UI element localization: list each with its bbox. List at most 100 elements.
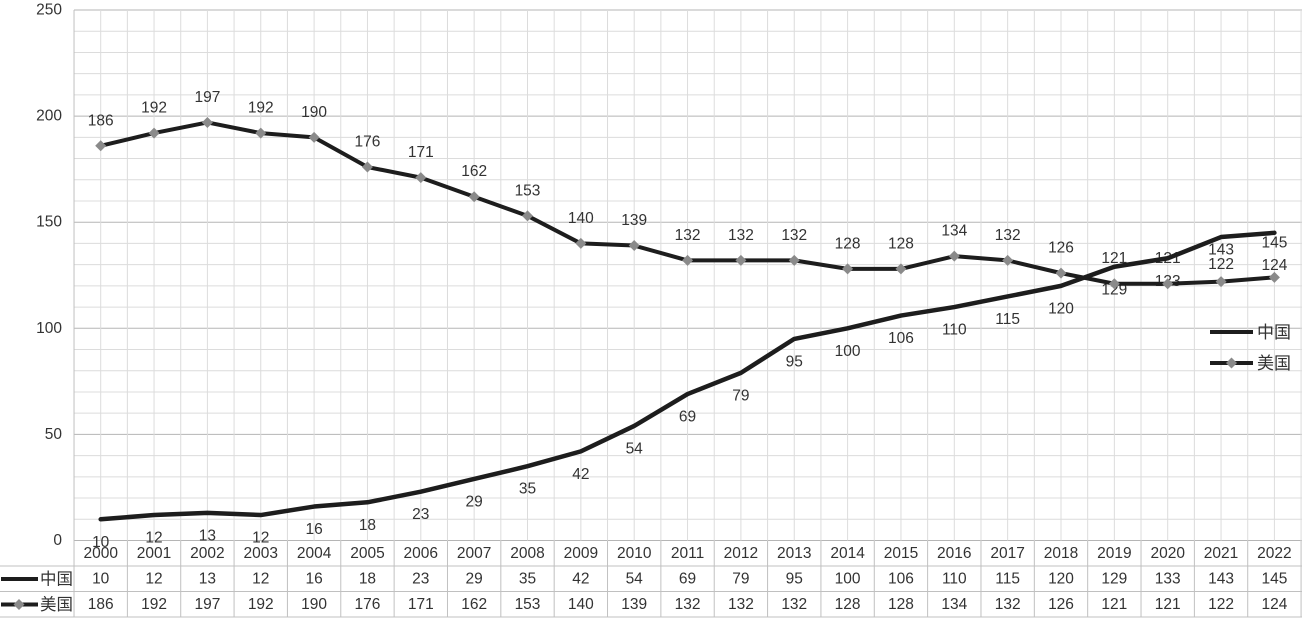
- x-axis-year-label: 2013: [777, 545, 811, 562]
- china-data-label: 23: [412, 506, 429, 523]
- china-data-label: 120: [1048, 300, 1074, 317]
- usa-series-marker: [201, 116, 213, 128]
- x-axis-year-label: 2004: [297, 545, 332, 562]
- table-cell-china: 143: [1208, 571, 1234, 588]
- table-cell-usa: 192: [248, 596, 274, 613]
- usa-series-marker: [255, 127, 267, 139]
- table-cell-usa: 132: [675, 596, 701, 613]
- table-cell-usa: 197: [194, 596, 220, 613]
- usa-series-marker: [522, 210, 533, 222]
- usa-series-marker: [948, 250, 960, 262]
- china-data-label: 115: [995, 311, 1020, 328]
- table-cell-usa: 121: [1155, 596, 1181, 613]
- table-cell-china: 79: [732, 571, 749, 588]
- china-data-label: 16: [305, 521, 322, 538]
- usa-data-label: 153: [515, 182, 541, 199]
- table-cell-usa: 186: [88, 596, 114, 613]
- gridlines: [73, 9, 1302, 541]
- usa-data-label: 139: [621, 212, 647, 229]
- table-cell-usa: 132: [728, 596, 754, 613]
- usa-series-marker: [1002, 254, 1014, 266]
- table-cell-usa: 126: [1048, 596, 1074, 613]
- legend-item-usa: 美国: [1210, 354, 1291, 373]
- table-cell-china: 13: [199, 571, 216, 588]
- y-axis-tick-label: 250: [36, 2, 62, 19]
- china-data-label: 79: [732, 387, 749, 404]
- china-data-label: 106: [888, 330, 914, 347]
- table-cell-usa: 128: [835, 596, 861, 613]
- table-cell-usa: 139: [621, 596, 647, 613]
- table-cell-china: 120: [1048, 571, 1074, 588]
- y-axis: 0 50 100 150 200 250: [36, 2, 62, 550]
- table-cell-china: 69: [679, 571, 696, 588]
- x-axis-year-label: 2019: [1097, 545, 1131, 562]
- x-axis-year-label: 2000: [83, 545, 118, 562]
- usa-data-label: 134: [941, 223, 967, 240]
- usa-data-label: 132: [995, 227, 1021, 244]
- x-axis-year-label: 2021: [1204, 545, 1238, 562]
- table-cell-china: 110: [942, 571, 967, 588]
- usa-data-label: 140: [568, 210, 594, 227]
- x-axis-year-label: 2008: [510, 545, 544, 562]
- china-series: [98, 230, 1277, 522]
- usa-series-marker: [1162, 278, 1174, 290]
- y-axis-tick-label: 50: [45, 426, 63, 443]
- table-cell-china: 115: [995, 571, 1020, 588]
- usa-series-marker: [1055, 267, 1067, 279]
- table-cell-usa: 121: [1101, 596, 1127, 613]
- table-cell-china: 106: [888, 571, 914, 588]
- usa-row-label: 美国: [40, 595, 73, 614]
- table-cell-china: 42: [572, 571, 589, 588]
- x-axis-year-label: 2003: [244, 545, 278, 562]
- x-axis-year-label: 2014: [830, 545, 865, 562]
- y-axis-tick-label: 100: [36, 320, 62, 337]
- table-cell-china: 29: [466, 571, 483, 588]
- china-series-line: [98, 230, 1277, 522]
- usa-data-label: 186: [88, 112, 114, 129]
- table-cell-china: 35: [519, 571, 536, 588]
- table-cell-china: 16: [305, 571, 322, 588]
- table-cell-china: 95: [786, 571, 803, 588]
- x-axis-year-label: 2016: [937, 545, 971, 562]
- table-cell-china: 54: [626, 571, 644, 588]
- y-axis-tick-label: 200: [36, 108, 62, 125]
- china-data-label: 35: [519, 481, 536, 498]
- china-row-label: 中国: [40, 570, 73, 589]
- china-data-label: 12: [145, 530, 162, 547]
- table-cell-china: 129: [1101, 571, 1127, 588]
- usa-data-label: 176: [355, 134, 381, 151]
- x-axis-year-label: 2012: [724, 545, 758, 562]
- usa-data-label: 197: [194, 89, 220, 106]
- usa-series-marker: [682, 254, 694, 266]
- usa-series-marker: [468, 191, 480, 203]
- usa-series-marker: [1108, 278, 1120, 290]
- table-cell-usa: 153: [515, 596, 541, 613]
- data-labels: 10 12 13 12 16 18 23 29 35 42 54 69 79 95 100 106 110 115…: [88, 89, 1288, 551]
- usa-series-marker: [415, 172, 427, 184]
- x-axis-year-label: 2017: [990, 545, 1024, 562]
- table-cell-usa: 171: [408, 596, 434, 613]
- table-cell-china: 12: [252, 571, 269, 588]
- usa-row-key-diamond: [13, 599, 25, 610]
- table-cell-china: 18: [359, 571, 376, 588]
- china-data-label: 143: [1208, 242, 1234, 259]
- x-axis-year-label: 2011: [671, 545, 704, 562]
- table-cell-usa: 140: [568, 596, 594, 613]
- table-cell-china: 12: [145, 571, 162, 588]
- china-legend-label: 中国: [1257, 323, 1291, 342]
- x-axis-year-label: 2018: [1044, 545, 1078, 562]
- table-cell-usa: 132: [781, 596, 807, 613]
- usa-series-marker: [575, 237, 587, 249]
- table-cell-china: 100: [835, 571, 861, 588]
- usa-series: [95, 116, 1280, 290]
- usa-data-label: 132: [781, 227, 807, 244]
- china-data-label: 13: [199, 527, 216, 544]
- table-cell-usa: 132: [995, 596, 1021, 613]
- china-data-label: 42: [572, 466, 589, 483]
- table-cell-usa: 124: [1261, 596, 1287, 613]
- usa-series-marker: [361, 161, 373, 173]
- usa-series-marker: [628, 240, 640, 252]
- table-cell-usa: 162: [461, 596, 487, 613]
- table-cell-china: 23: [412, 571, 429, 588]
- usa-data-label: 132: [728, 227, 754, 244]
